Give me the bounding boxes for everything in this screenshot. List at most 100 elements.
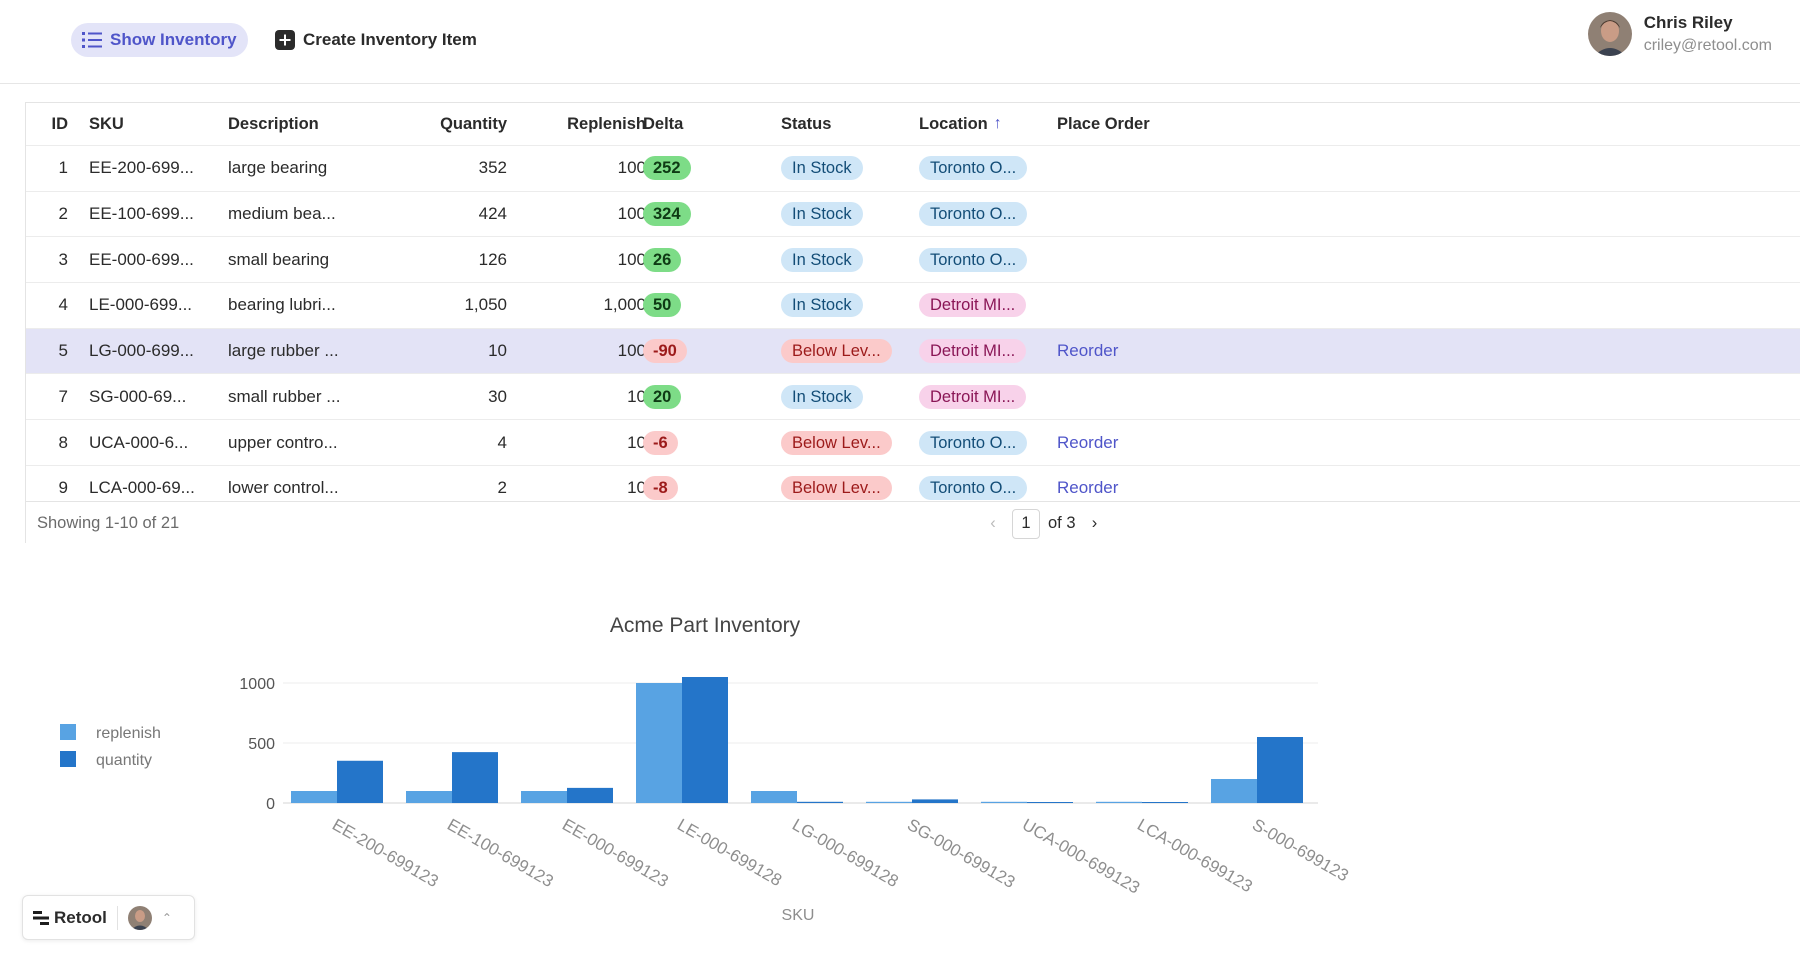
x-tick-label: EE-000-699123 (559, 815, 672, 891)
cell-location: Toronto O... (919, 192, 1028, 237)
delta-badge: -8 (643, 476, 678, 501)
bar-quantity-LG-000-699128 (797, 801, 843, 803)
previous-page-icon[interactable]: ‹ (990, 514, 996, 532)
reorder-link[interactable]: Reorder (1057, 341, 1119, 361)
list-icon (82, 32, 102, 48)
next-page-icon[interactable]: › (1091, 514, 1098, 532)
table-row[interactable]: 9 LCA-000-69... lower control... 2 10 -8 Below… (26, 466, 1800, 512)
table-row[interactable]: 4 LE-000-699... bearing lubri... 1,050 1,000… (26, 283, 1800, 329)
cell-delta: 26 (643, 237, 682, 282)
page-number-input[interactable]: 1 (1012, 508, 1040, 539)
cell-replenish: 100 (617, 249, 646, 269)
cell-description: large bearing (228, 158, 328, 178)
sort-ascending-icon[interactable]: ↑ (993, 115, 1002, 132)
cell-description: small rubber ... (228, 386, 341, 406)
table-row[interactable]: 2 EE-100-699... medium bea... 424 100 324 In S… (26, 192, 1800, 238)
showing-count: Showing 1-10 of 21 (37, 514, 180, 532)
cell-sku: SG-000-69... (89, 386, 187, 406)
cell-sku: LCA-000-69... (89, 478, 195, 498)
cell-sku: UCA-000-6... (89, 432, 189, 452)
cell-delta: -90 (643, 329, 687, 374)
status-badge: In Stock (781, 247, 863, 272)
user-name: Chris Riley (1643, 13, 1733, 32)
column-header-description[interactable]: Description (228, 114, 319, 133)
x-tick-label: SG-000-699123 (904, 815, 1018, 892)
status-badge: In Stock (781, 202, 863, 227)
page-total: of 3 (1048, 514, 1076, 532)
retool-logo[interactable]: Retool (33, 908, 107, 928)
status-badge: Below Lev... (781, 339, 892, 364)
cell-id: 2 (58, 204, 68, 224)
table-row[interactable]: 5 LG-000-699... large rubber ... 10 100 -90 Be… (26, 328, 1800, 375)
table-row[interactable]: 8 UCA-000-6... upper contro... 4 10 -6 Below L… (26, 420, 1800, 466)
cell-description: large rubber ... (228, 341, 339, 361)
column-header-place-order[interactable]: Place Order (1057, 114, 1150, 133)
cell-status: In Stock (781, 283, 863, 328)
cell-status: In Stock (781, 237, 863, 282)
x-tick-label: LG-000-699128 (789, 815, 902, 891)
table-row[interactable]: 3 EE-000-699... small bearing 126 100 26 In St… (26, 237, 1800, 284)
delta-badge: 324 (643, 202, 691, 227)
bar-quantity-EE-100-699123 (452, 752, 498, 803)
legend-label-quantity: quantity (96, 752, 152, 769)
cell-id: 1 (58, 158, 68, 178)
column-header-status[interactable]: Status (781, 114, 832, 133)
cell-delta: 324 (643, 192, 691, 237)
reorder-link[interactable]: Reorder (1057, 432, 1119, 452)
table-footer: Showing 1-10 of 21 ‹ 1 of 3 › (26, 501, 1800, 544)
cell-status: Below Lev... (781, 329, 892, 374)
avatar[interactable] (127, 905, 152, 930)
cell-location: Toronto O... (919, 466, 1028, 511)
column-header-location-label: Location (919, 114, 988, 133)
status-badge: In Stock (781, 156, 863, 181)
cell-replenish: 10 (627, 478, 646, 498)
chart-svg: Acme Part Inventory 0 500 1000 EE-200-699123… (60, 614, 1352, 924)
bar-quantity-LCA-000-699123 (1142, 802, 1188, 803)
bar-replenish-UCA-000-699123 (981, 801, 1027, 803)
column-header-location[interactable]: Location ↑ (919, 103, 1002, 145)
legend-label-replenish: replenish (96, 725, 161, 742)
retool-bar[interactable]: Retool ⌃ (22, 895, 195, 940)
cell-quantity: 4 (497, 432, 507, 452)
bar-quantity-S-000-699123 (1257, 737, 1303, 803)
delta-badge: 50 (643, 293, 682, 318)
table-row[interactable]: 7 SG-000-69... small rubber ... 30 10 20 In St… (26, 375, 1800, 421)
cell-location: Detroit MI... (919, 283, 1027, 328)
cell-replenish: 1,000 (603, 295, 646, 315)
column-header-id[interactable]: ID (51, 114, 69, 133)
cell-delta: -8 (643, 466, 678, 511)
cell-description: bearing lubri... (228, 295, 336, 315)
bar-quantity-LE-000-699128 (682, 677, 728, 803)
column-header-replenish[interactable]: Replenish (567, 114, 646, 133)
cell-replenish: 10 (627, 386, 646, 406)
column-header-delta[interactable]: Delta (643, 114, 684, 133)
user-profile[interactable]: Chris Riley criley@retool.com (1587, 12, 1772, 56)
x-tick-label: S-000-699123 (1249, 815, 1352, 885)
cell-id: 5 (58, 341, 68, 361)
status-badge: In Stock (781, 293, 863, 318)
delta-badge: -6 (643, 430, 678, 455)
x-tick-label: EE-100-699123 (444, 815, 557, 891)
bar-replenish-EE-000-699123 (521, 791, 567, 803)
location-badge: Toronto O... (919, 430, 1028, 455)
cell-quantity: 126 (478, 249, 507, 269)
status-badge: Below Lev... (781, 476, 892, 501)
cell-sku: EE-000-699... (89, 249, 194, 269)
cell-location: Toronto O... (919, 420, 1028, 465)
column-header-sku[interactable]: SKU (89, 114, 124, 133)
create-inventory-item-button[interactable]: Create Inventory Item (264, 23, 488, 57)
chevron-up-icon[interactable]: ⌃ (161, 910, 172, 925)
location-badge: Detroit MI... (919, 293, 1027, 318)
location-badge: Toronto O... (919, 247, 1028, 272)
show-inventory-button[interactable]: Show Inventory (71, 23, 248, 57)
cell-sku: EE-100-699... (89, 204, 194, 224)
retool-brand-label: Retool (54, 907, 107, 927)
avatar[interactable] (1587, 12, 1632, 56)
bar-replenish-LE-000-699128 (636, 683, 682, 803)
bar-replenish-LG-000-699128 (751, 791, 797, 803)
column-header-quantity[interactable]: Quantity (440, 114, 507, 133)
reorder-link[interactable]: Reorder (1057, 478, 1119, 498)
location-badge: Toronto O... (919, 156, 1028, 181)
status-badge: In Stock (781, 384, 863, 409)
table-row[interactable]: 1 EE-200-699... large bearing 352 100 252 In S… (26, 146, 1800, 192)
